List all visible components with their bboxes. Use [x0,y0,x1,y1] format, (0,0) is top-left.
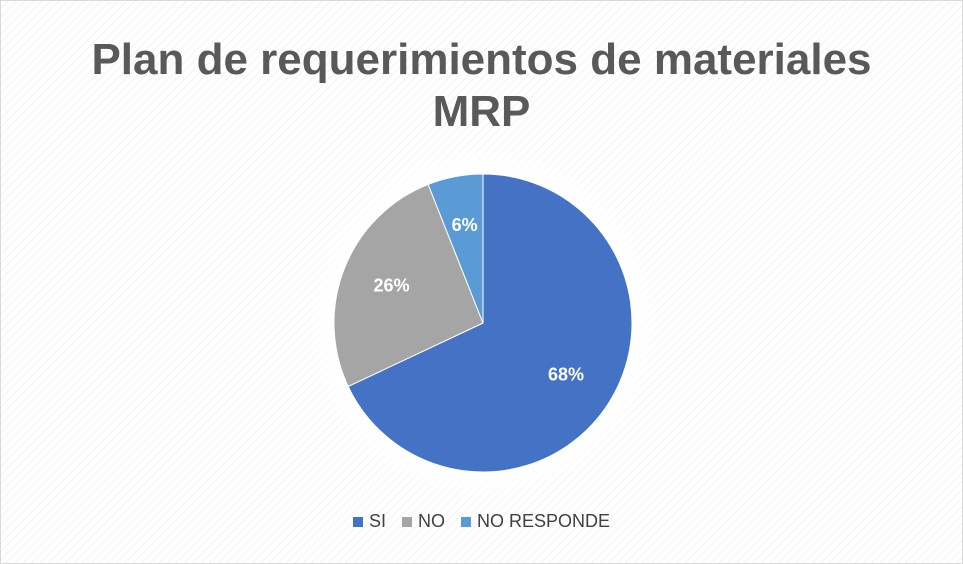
data-label: 6% [452,215,478,235]
legend-item: NO [401,511,445,532]
legend-item: NO RESPONDE [460,511,611,532]
legend-item: SI [352,511,386,532]
legend-swatch [460,516,471,527]
legend-label: SI [368,511,386,531]
legend: SI NO NO RESPONDE [0,511,963,532]
legend-swatch [352,516,363,527]
pie-slice [333,183,484,388]
pie: 68% 26% 6% [333,173,633,473]
chart-title: Plan de requerimientos de materiales MRP [91,35,872,136]
data-label: 68% [548,364,584,384]
legend-swatch [401,516,412,527]
pie-slice [347,173,633,473]
data-label: 26% [374,276,410,296]
pie-slice [427,173,484,324]
legend-label: NO [417,511,445,531]
legend-label: NO RESPONDE [476,511,611,531]
